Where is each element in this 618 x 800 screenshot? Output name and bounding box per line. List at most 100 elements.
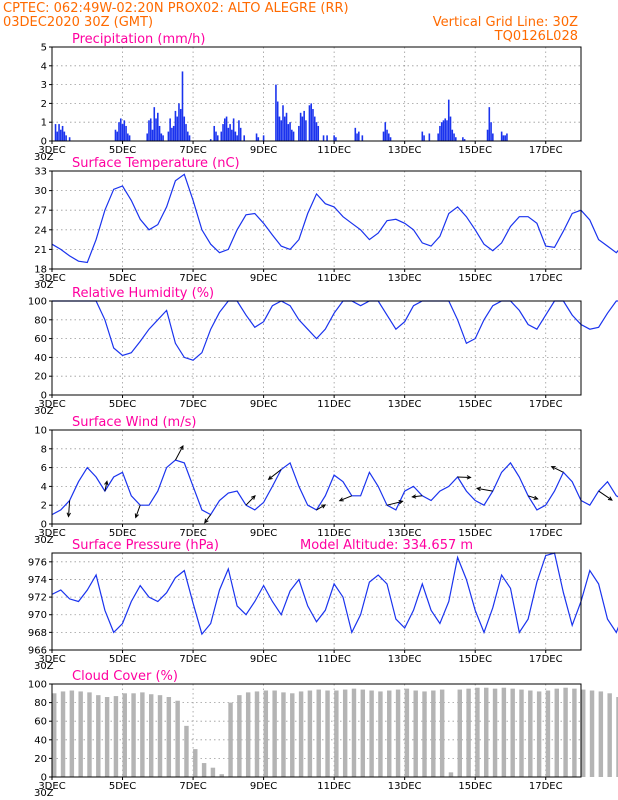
y-tick-label: 2: [41, 99, 47, 110]
cloud-bar: [201, 763, 207, 777]
precip-bar: [492, 133, 494, 141]
cloud-bar: [519, 689, 524, 777]
wind-arrow: [68, 500, 71, 517]
precip-bar: [149, 118, 152, 141]
precip-bar: [315, 122, 318, 141]
plot-frame: [51, 46, 582, 142]
precip-bar: [421, 131, 424, 141]
precip-bar: [54, 124, 57, 141]
cloud-bar: [307, 690, 313, 777]
cloud-bar: [210, 767, 216, 777]
precip-bar: [356, 133, 358, 141]
precip-bar: [384, 122, 387, 141]
panel-title: Surface Pressure (hPa): [72, 538, 219, 553]
plot-frame: [51, 300, 582, 396]
precip-bar: [423, 135, 425, 141]
precip-bar: [280, 120, 283, 141]
cloud-bar: [263, 690, 269, 777]
precip-bar: [317, 125, 320, 141]
cloud-bar: [193, 749, 198, 777]
cloud-bar: [422, 691, 427, 777]
cloud-bar: [466, 688, 471, 777]
wind-arrow-head: [411, 494, 417, 499]
precip-bar: [462, 137, 464, 141]
cloud-bar: [245, 692, 251, 777]
precip-bar: [326, 135, 328, 141]
precip-bar: [216, 135, 219, 141]
precip-bar: [382, 131, 385, 141]
x-tick-label: 9DEC: [250, 654, 277, 665]
cloud-bar: [78, 691, 83, 777]
cloud-bar: [254, 691, 260, 777]
panel-title: Cloud Cover (%): [72, 669, 178, 684]
cloud-bar: [87, 692, 92, 777]
precip-bar: [490, 122, 492, 141]
y-tick-label: 20: [34, 372, 47, 383]
precip-bar: [160, 133, 163, 141]
precip-bar: [188, 135, 191, 141]
y-tick-label: 976: [28, 557, 47, 568]
precip-bar: [298, 125, 300, 141]
precip-bar: [181, 71, 184, 141]
x-tick-label: 17DEC: [529, 654, 563, 665]
x-tick-label: 15DEC: [458, 654, 492, 665]
precip-bar: [232, 118, 235, 141]
precip-bar: [283, 116, 286, 141]
precip-bar: [276, 101, 279, 141]
y-tick-label: 5: [41, 43, 47, 54]
cloud-bar: [298, 691, 304, 777]
precip-bar: [158, 125, 161, 141]
y-tick-label: 33: [34, 167, 47, 178]
panel-title: Precipitation (mm/h): [72, 32, 205, 47]
header-grid-line: Vertical Grid Line: 30Z: [433, 15, 578, 30]
precip-bar: [442, 120, 445, 141]
wind-arrow-head: [466, 475, 472, 480]
precip-bar: [60, 129, 62, 141]
precip-bar: [155, 118, 157, 141]
y-tick-label: 60: [34, 717, 47, 728]
cloud-bar: [272, 690, 277, 777]
precip-bar: [358, 131, 360, 141]
y-tick-label: 968: [28, 628, 47, 639]
cloud-bar: [431, 690, 436, 777]
precip-bar: [68, 137, 71, 141]
wind-arrow: [174, 445, 184, 461]
precip-bar: [174, 110, 177, 141]
precip-bar: [167, 131, 170, 141]
precip-bar: [157, 112, 159, 141]
precip-bar: [151, 129, 154, 141]
precip-bar: [486, 129, 489, 141]
x-tick-label: 5DEC: [109, 145, 136, 156]
plot-frame: [51, 683, 582, 778]
precip-bar: [255, 133, 258, 141]
precip-bar: [176, 116, 178, 141]
precip-bar: [287, 124, 290, 141]
precip-bar: [209, 139, 212, 141]
x-tick-label: 11DEC: [317, 145, 351, 156]
plot-area: [52, 553, 581, 650]
x-tick-label: 7DEC: [179, 399, 206, 410]
panels: 0 1 2 3 4 5 3DEC 5DEC 7DEC 9DEC 11DEC 13DEC 15DEC 17D…: [28, 32, 618, 799]
cloud-bar: [545, 690, 551, 777]
precip-bar: [148, 120, 150, 141]
panel-temperature: 18 21 24 27 30 33 3DEC 5DEC 7DEC 9DEC 11DEC 13DEC 15…: [34, 156, 618, 291]
x-tick-label: 11DEC: [317, 528, 351, 539]
x-tick-label: 17DEC: [529, 273, 563, 284]
panel-cloud-cover: 0 20 40 60 80 100 3DEC 5DEC 7DEC 9DEC 11DEC 13DEC 15…: [28, 669, 618, 799]
wind-arrow-head: [607, 496, 613, 501]
wind-arrow: [316, 504, 326, 511]
x-tick-label: 5DEC: [109, 273, 136, 284]
precip-bar: [220, 131, 223, 141]
precip-bar: [502, 135, 505, 141]
precip-bar: [303, 110, 305, 141]
panel-wind: 0 2 4 6 8 10 3DEC 5DEC 7DEC 9DEC 11DEC 13DEC 15DEC 17…: [34, 415, 618, 546]
precip-bar: [231, 129, 233, 141]
precip-bar: [229, 124, 231, 141]
x-tick-label: 13DEC: [388, 399, 422, 410]
cloud-bar: [60, 691, 66, 777]
precip-bar: [446, 120, 448, 141]
y-tick-label: 1: [41, 118, 47, 129]
x-tick-label: 11DEC: [317, 399, 351, 410]
x-tick-label: 7DEC: [179, 145, 206, 156]
precip-bar: [453, 133, 455, 141]
